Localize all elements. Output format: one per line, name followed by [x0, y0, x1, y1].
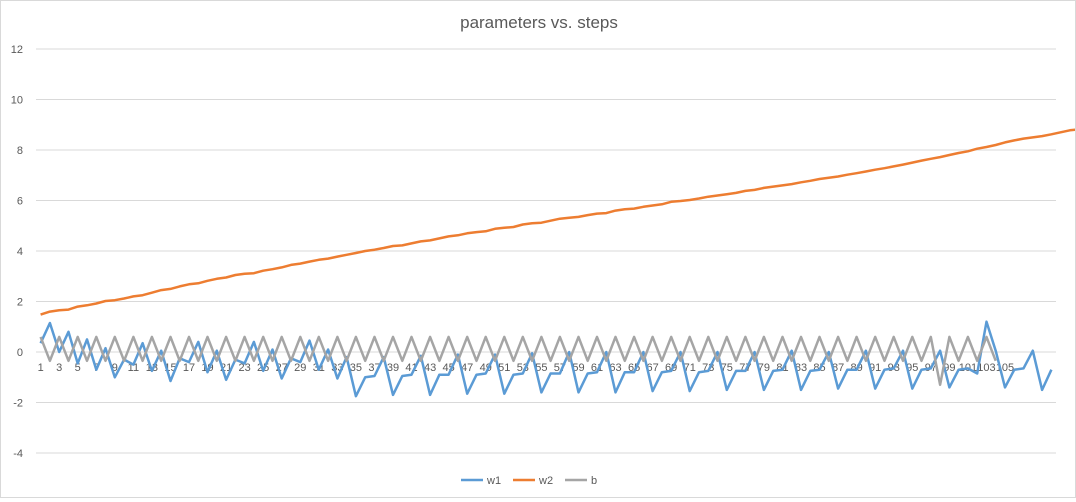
series-line-w2 — [40, 128, 1076, 316]
legend: w1 w2 b — [461, 475, 597, 487]
legend-label-w2: w2 — [538, 475, 553, 487]
x-tick-label: 9 — [112, 362, 118, 374]
series-line-w1 — [39, 320, 1053, 398]
x-tick-label: 5 — [75, 362, 81, 374]
x-tick-label: 87 — [832, 362, 844, 374]
y-tick-label: 8 — [17, 145, 23, 157]
y-tick-label: 12 — [11, 44, 23, 56]
y-tick-label: 2 — [17, 297, 23, 309]
y-tick-label: -4 — [13, 448, 23, 460]
x-tick-label: 55 — [535, 362, 547, 374]
chart-title: parameters vs. steps — [460, 13, 618, 32]
legend-label-w1: w1 — [486, 475, 501, 487]
y-tick-label: 6 — [17, 196, 23, 208]
x-tick-label: 17 — [183, 362, 195, 374]
y-axis: -4 -2 0 2 4 6 8 10 12 — [11, 44, 23, 460]
x-tick-label: 1 — [38, 362, 44, 374]
x-tick-label: 83 — [795, 362, 807, 374]
legend-label-b: b — [591, 475, 597, 487]
x-tick-label: 79 — [758, 362, 770, 374]
gridlines — [36, 48, 1056, 454]
x-tick-label: 51 — [498, 362, 510, 374]
y-tick-label: -2 — [13, 398, 23, 410]
x-tick-label: 29 — [294, 362, 306, 374]
x-tick-label: 43 — [424, 362, 436, 374]
x-tick-label: 75 — [721, 362, 733, 374]
y-tick-label: 10 — [11, 95, 23, 107]
x-tick-label: 47 — [461, 362, 473, 374]
x-tick-label: 3 — [56, 362, 62, 374]
x-tick-label: 35 — [350, 362, 362, 374]
series-line-b — [39, 335, 997, 387]
x-tick-label: 11 — [128, 362, 139, 374]
series-lines — [39, 128, 1076, 398]
y-tick-label: 0 — [17, 347, 23, 359]
x-tick-label: 23 — [239, 362, 251, 374]
x-tick-label: 63 — [609, 362, 621, 374]
y-tick-label: 4 — [17, 246, 23, 258]
x-tick-label: 103 — [977, 362, 995, 374]
x-tick-label: 39 — [387, 362, 399, 374]
x-tick-label: 71 — [684, 362, 696, 374]
x-tick-label: 59 — [572, 362, 584, 374]
x-tick-label: 67 — [647, 362, 659, 374]
